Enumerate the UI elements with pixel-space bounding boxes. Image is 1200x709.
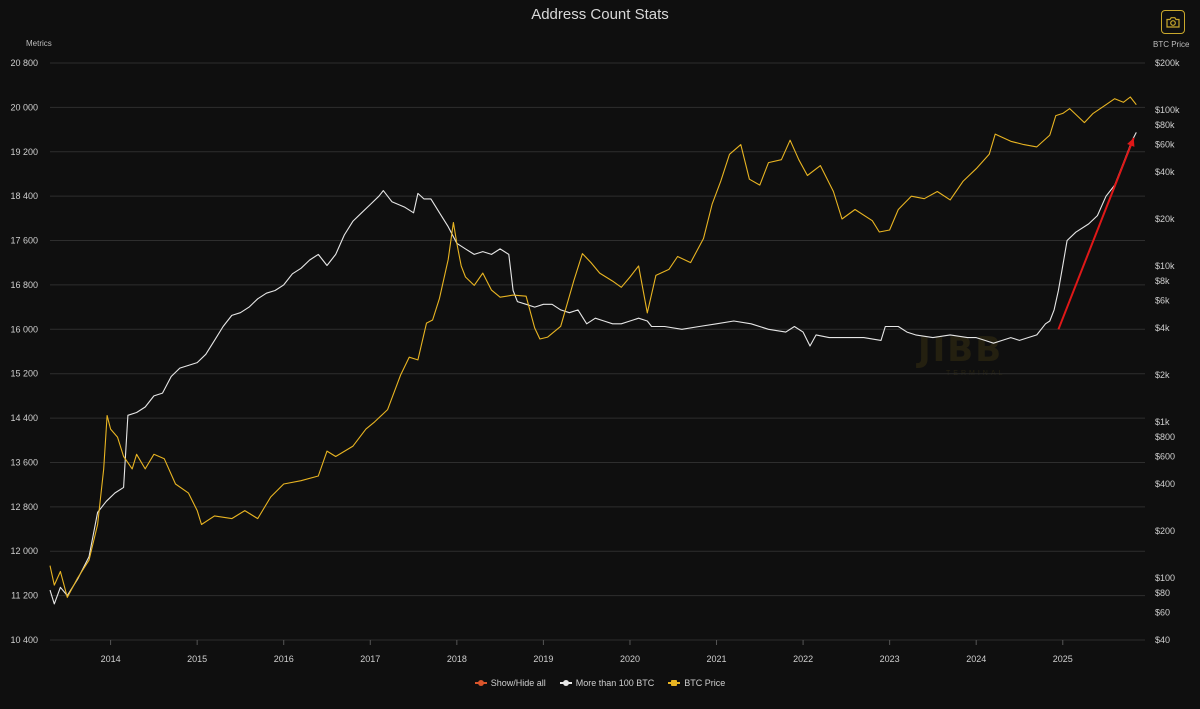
x-tick-label: 2018 [447, 654, 467, 664]
chart-title: Address Count Stats [531, 6, 669, 23]
left-tick-label: 10 400 [10, 635, 38, 645]
legend: Show/Hide all More than 100 BTC BTC Pric… [0, 678, 1200, 688]
x-tick-label: 2016 [274, 654, 294, 664]
legend-show-hide-all[interactable]: Show/Hide all [474, 678, 546, 688]
right-tick-label: $100k [1155, 105, 1180, 115]
left-tick-label: 15 200 [10, 369, 38, 379]
left-tick-label: 17 600 [10, 236, 38, 246]
left-tick-label: 19 200 [10, 147, 38, 157]
left-tick-label: 16 000 [10, 324, 38, 334]
left-tick-label: 13 600 [10, 457, 38, 467]
x-tick-label: 2024 [966, 654, 986, 664]
left-tick-label: 12 800 [10, 502, 38, 512]
right-tick-label: $80 [1155, 588, 1170, 598]
snapshot-button[interactable] [1161, 10, 1185, 34]
left-tick-label: 20 000 [10, 102, 38, 112]
left-tick-label: 14 400 [10, 413, 38, 423]
legend-marker-icon [474, 679, 487, 687]
right-tick-label: $60 [1155, 608, 1170, 618]
right-tick-label: $60k [1155, 140, 1175, 150]
right-tick-label: $40k [1155, 167, 1175, 177]
right-tick-label: $40 [1155, 635, 1170, 645]
right-tick-label: $10k [1155, 261, 1175, 271]
right-tick-label: $400 [1155, 479, 1175, 489]
legend-marker-icon [559, 679, 572, 687]
x-tick-label: 2014 [101, 654, 121, 664]
legend-label: Show/Hide all [490, 678, 546, 688]
right-tick-label: $8k [1155, 276, 1170, 286]
annotation-arrowhead [1127, 137, 1135, 147]
right-tick-label: $600 [1155, 452, 1175, 462]
left-tick-label: 20 800 [10, 58, 38, 68]
x-tick-label: 2022 [793, 654, 813, 664]
right-tick-label: $1k [1155, 417, 1170, 427]
right-tick-label: $6k [1155, 296, 1170, 306]
legend-more-than-100-btc[interactable]: More than 100 BTC [559, 678, 655, 688]
x-tick-label: 2020 [620, 654, 640, 664]
right-tick-label: $4k [1155, 323, 1170, 333]
right-tick-label: $100 [1155, 573, 1175, 583]
x-tick-label: 2021 [707, 654, 727, 664]
left-tick-label: 11 200 [11, 591, 38, 601]
left-axis-title: Metrics [26, 39, 52, 48]
annotation-arrow [1057, 137, 1135, 330]
x-tick-label: 2017 [360, 654, 380, 664]
legend-label: More than 100 BTC [575, 678, 655, 688]
x-tick-label: 2023 [880, 654, 900, 664]
right-tick-label: $800 [1155, 432, 1175, 442]
x-tick-label: 2015 [187, 654, 207, 664]
legend-label: BTC Price [684, 678, 726, 688]
left-tick-label: 12 000 [10, 546, 38, 556]
right-tick-label: $80k [1155, 120, 1175, 130]
right-axis-title: BTC Price [1153, 40, 1190, 49]
right-tick-label: $200 [1155, 526, 1175, 536]
x-tick-label: 2025 [1053, 654, 1073, 664]
right-tick-label: $200k [1155, 58, 1180, 68]
right-tick-label: $2k [1155, 370, 1170, 380]
legend-marker-icon [668, 679, 681, 687]
left-tick-label: 18 400 [10, 191, 38, 201]
camera-icon [1166, 17, 1180, 28]
right-tick-label: $20k [1155, 214, 1175, 224]
legend-btc-price[interactable]: BTC Price [668, 678, 725, 688]
left-tick-label: 16 800 [10, 280, 38, 290]
x-tick-label: 2019 [533, 654, 553, 664]
series-line-more-than-100-btc [49, 132, 1137, 605]
series-line-btc-price [49, 96, 1137, 598]
